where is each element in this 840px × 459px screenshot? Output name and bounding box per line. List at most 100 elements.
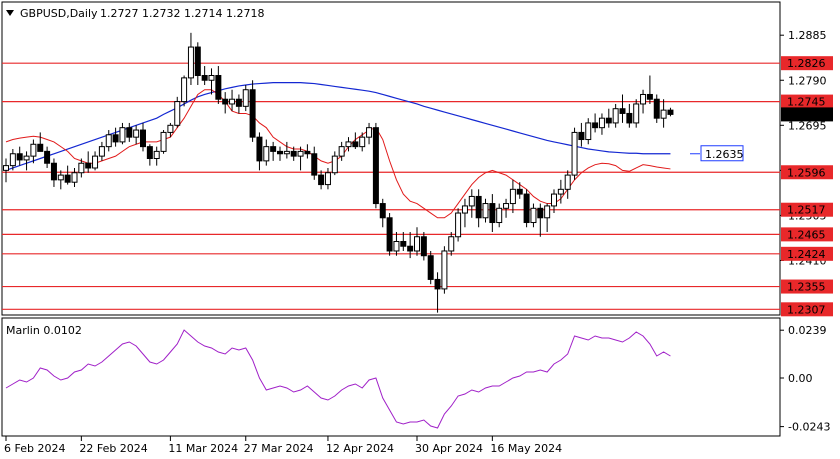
indicator-tick-label: 0.0239 [788,324,827,337]
candle-bull [598,117,605,129]
candle-bear [290,150,297,157]
level-price-badge [781,246,833,261]
candle-bear [140,129,146,148]
date-tick-label: 12 Apr 2024 [326,442,394,455]
candle-bear [112,134,119,143]
candle-bull [461,205,468,214]
candle-bear [194,46,201,77]
candle-bear [146,146,153,159]
candle-bear [270,146,277,152]
candle-bull [153,150,160,160]
candle-bull [98,146,105,157]
candle-bear [126,127,133,138]
symbol-title: GBPUSD,Daily [20,7,98,20]
indicator-tick-label: -0.0243 [788,421,830,434]
current-price-badge [781,107,833,122]
candle-bull [23,155,30,161]
candle-bull [612,108,619,124]
candle-bear [537,207,544,219]
level-price-label: 1.2355 [787,281,826,294]
candle-bear [201,75,208,81]
candle-bear [592,122,599,129]
level-price-badge [781,94,833,109]
candle-bull [105,134,112,148]
candle-bull [71,172,78,183]
candle-bear [386,217,393,252]
level-price-badge [781,227,833,242]
candle-bull [448,236,455,252]
candle-bull [503,203,510,209]
candle-bear [85,162,92,169]
candle-bull [345,141,352,148]
price-tick-label: 1.2695 [788,119,827,132]
level-price-badge [781,56,833,71]
indicator-tick-label: 0.00 [788,372,813,385]
candle-bear [516,188,523,195]
date-tick-label: 11 Mar 2024 [168,442,238,455]
marlin-line [5,329,671,429]
candle-bull [393,240,400,252]
level-price-label: 1.2596 [787,166,826,179]
candle-bear [304,150,311,155]
candle-bull [414,236,420,252]
level-price-label: 1.2465 [787,228,826,241]
indicator-title: Marlin 0.0102 [6,324,82,337]
level-price-badge [781,165,833,180]
candle-bull [530,207,537,224]
candle-bear [311,153,318,176]
moving-averages [5,82,671,219]
candle-bull [208,75,215,81]
candle-bull [78,162,85,174]
level-price-label: 1.2424 [787,248,826,261]
indicator-panel-frame [1,317,781,437]
candle-bull [331,155,338,174]
candle-bull [297,150,304,157]
ma-red-line [5,89,671,219]
candle-bull [455,212,462,238]
candle-bull [482,203,489,219]
candle-bull [263,146,270,162]
dropdown-triangle-icon[interactable] [6,10,14,16]
date-tick-label: 16 May 2024 [490,442,562,455]
candle-bull [119,127,126,143]
date-tick-label: 27 Mar 2024 [244,442,314,455]
candle-bear [256,136,263,162]
candle-bull [633,103,640,124]
level-price-label: 1.2745 [787,96,826,109]
candle-bull [496,207,503,224]
candle-bull [366,127,373,138]
candle-bull [3,165,9,171]
candle-bear [427,255,434,280]
price-tick-label: 1.2790 [788,74,827,87]
candle-bull [324,172,331,186]
candle-bull [160,131,167,152]
price-labels: 1.2826 1.2745 1.2596 1.2517 1.2465 1.2424 1.23… [690,56,833,317]
candle-bull [167,124,174,133]
level-price-badge [781,302,833,317]
candle-bull [338,146,345,157]
candle-bull [551,193,557,207]
candle-bull [57,174,64,181]
candle-bear [16,153,23,161]
candle-bull [585,122,592,141]
candle-bear [249,89,256,138]
candle-bull [30,143,37,157]
ma-label-text: 1.2635 [705,148,744,161]
date-tick-label: 30 Apr 2024 [415,442,483,455]
candle-bull [181,77,188,103]
candle-bear [523,193,530,224]
candle-bull [283,150,290,155]
level-price-label: 1.2826 [787,57,826,70]
candles [3,32,674,313]
candle-bull [359,136,366,148]
candle-bear [653,98,660,119]
candle-bull [660,109,667,119]
candle-bear [50,162,57,181]
candle-bear [434,278,441,290]
candle-bear [400,240,407,247]
price-panel-frame [1,1,781,316]
candle-bear [407,245,414,252]
candle-bull [564,174,571,190]
